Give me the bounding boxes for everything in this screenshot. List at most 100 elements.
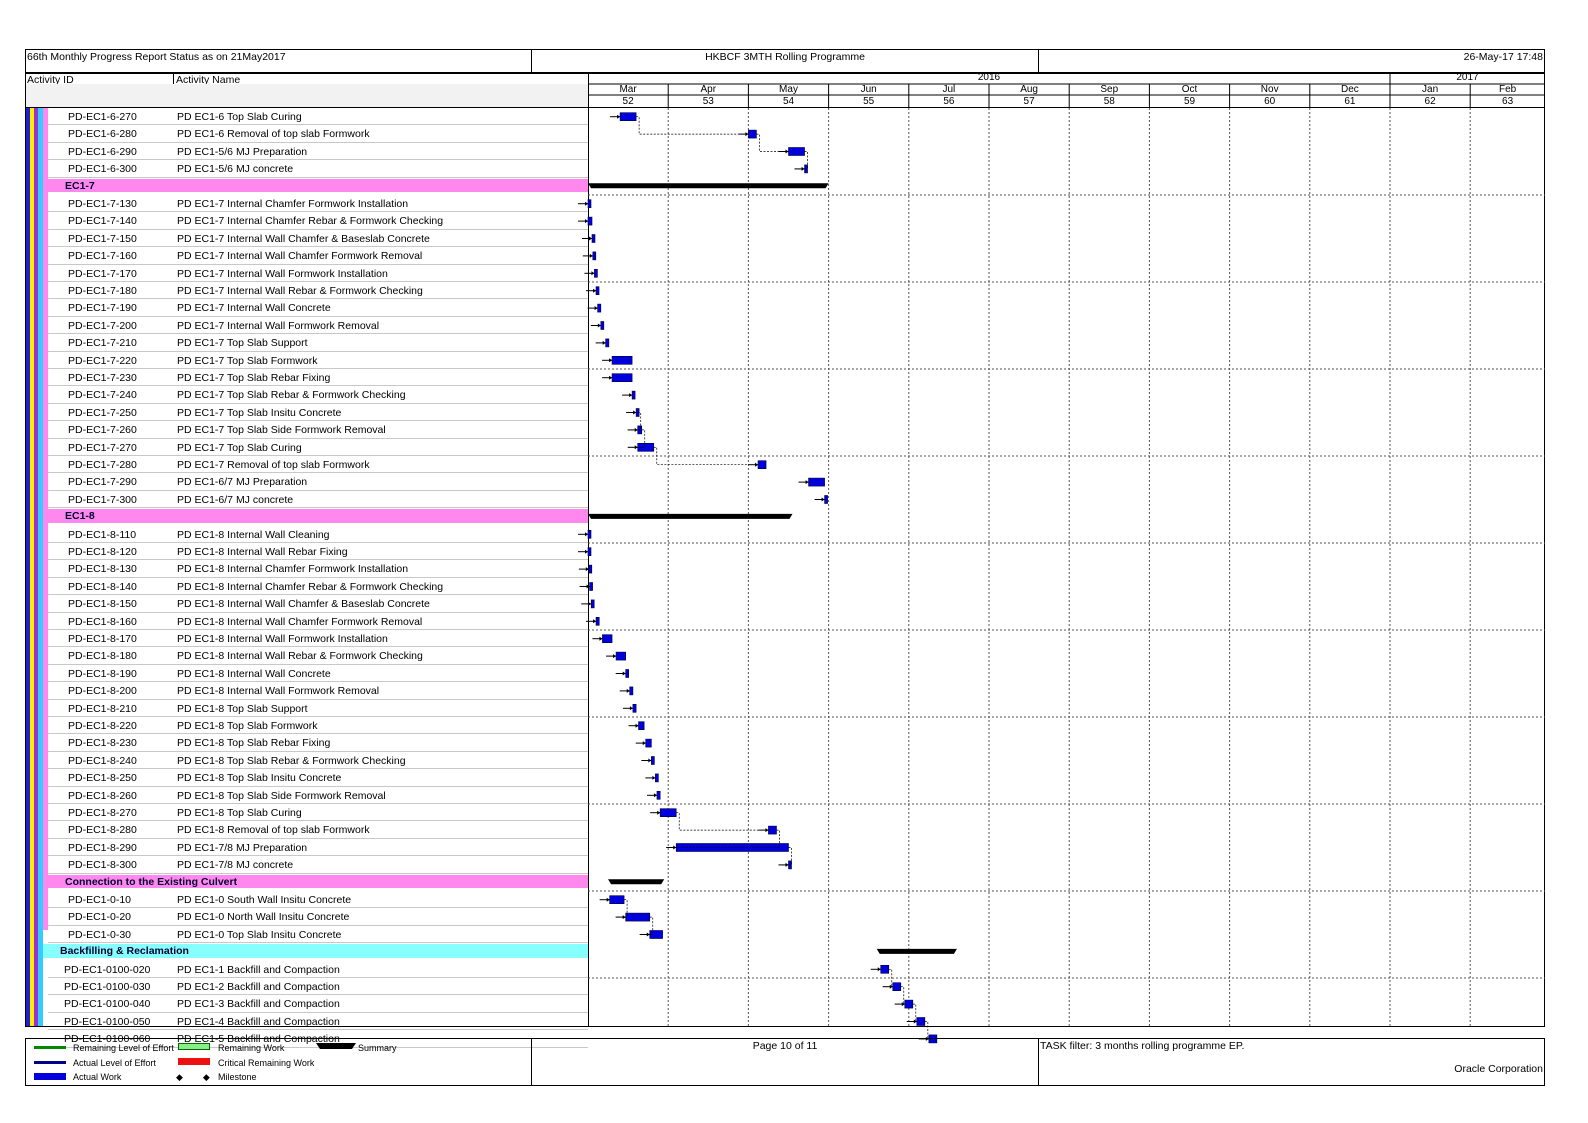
activity-name-cell[interactable]: PD EC1-0 South Wall Insitu Concrete xyxy=(177,894,352,906)
activity-id-cell[interactable]: PD-EC1-0-30 xyxy=(68,928,132,941)
activity-id-cell[interactable]: PD-EC1-8-140 xyxy=(68,580,137,593)
activity-id-cell[interactable]: PD-EC1-0-20 xyxy=(68,911,132,924)
activity-name-cell[interactable]: PD EC1-7/8 MJ concrete xyxy=(177,859,294,872)
activity-name-cell[interactable]: PD EC1-8 Internal Wall Chamfer & Basesla… xyxy=(177,598,430,611)
activity-id-cell[interactable]: PD-EC1-0100-020 xyxy=(64,963,151,976)
activity-name-cell[interactable]: PD EC1-2 Backfill and Compaction xyxy=(177,981,340,993)
activity-id-cell[interactable]: PD-EC1-7-140 xyxy=(68,215,137,228)
activity-id-cell[interactable]: PD-EC1-8-280 xyxy=(68,824,137,837)
activity-name-cell[interactable]: PD EC1-7 Internal Wall Chamfer Formwork … xyxy=(177,250,423,263)
activity-id-cell[interactable]: PD-EC1-7-190 xyxy=(68,302,137,315)
group-band[interactable] xyxy=(48,509,588,523)
activity-name-cell[interactable]: PD EC1-6 Top Slab Curing xyxy=(177,111,302,123)
activity-name-cell[interactable]: PD EC1-5/6 MJ Preparation xyxy=(177,145,308,158)
activity-id-cell[interactable]: PD-EC1-8-160 xyxy=(68,615,137,628)
activity-name-cell[interactable]: PD EC1-7 Top Slab Insitu Concrete xyxy=(177,406,342,419)
activity-id-cell[interactable]: PD-EC1-6-280 xyxy=(68,128,137,141)
activity-name-cell[interactable]: PD EC1-7 Top Slab Rebar & Formwork Check… xyxy=(177,389,406,402)
activity-name-cell[interactable]: PD EC1-7 Internal Chamfer Rebar & Formwo… xyxy=(177,215,444,228)
activity-id-cell[interactable]: PD-EC1-8-190 xyxy=(68,667,137,680)
activity-id-cell[interactable]: PD-EC1-0100-060 xyxy=(64,1033,151,1046)
activity-name-cell[interactable]: PD EC1-3 Backfill and Compaction xyxy=(177,998,340,1011)
activity-name-cell[interactable]: PD EC1-8 Top Slab Curing xyxy=(177,807,302,819)
activity-name-cell[interactable]: PD EC1-8 Removal of top slab Formwork xyxy=(177,824,370,837)
activity-name-cell[interactable]: PD EC1-7 Internal Wall Rebar & Formwork … xyxy=(177,285,423,297)
activity-name-cell[interactable]: PD EC1-7 Removal of top slab Formwork xyxy=(177,459,370,471)
activity-id-cell[interactable]: PD-EC1-7-230 xyxy=(68,372,137,384)
activity-name-cell[interactable]: PD EC1-7/8 MJ Preparation xyxy=(177,841,308,854)
activity-name-cell[interactable]: PD EC1-8 Top Slab Rebar & Formwork Check… xyxy=(177,754,406,767)
activity-name-cell[interactable]: PD EC1-7 Internal Wall Chamfer & Basesla… xyxy=(177,232,430,245)
activity-id-cell[interactable]: PD-EC1-8-110 xyxy=(68,528,137,541)
activity-id-cell[interactable]: PD-EC1-7-240 xyxy=(68,389,137,402)
activity-id-cell[interactable]: PD-EC1-8-250 xyxy=(68,772,137,785)
activity-id-cell[interactable]: PD-EC1-8-210 xyxy=(68,702,137,715)
activity-id-cell[interactable]: PD-EC1-7-250 xyxy=(68,406,137,419)
activity-name-cell[interactable]: PD EC1-7 Top Slab Rebar Fixing xyxy=(177,372,331,384)
activity-id-cell[interactable]: PD-EC1-7-210 xyxy=(68,337,137,350)
activity-id-cell[interactable]: PD-EC1-8-200 xyxy=(68,685,137,698)
activity-name-cell[interactable]: PD EC1-8 Internal Chamfer Rebar & Formwo… xyxy=(177,580,444,593)
activity-id-cell[interactable]: PD-EC1-0-10 xyxy=(68,894,132,906)
activity-name-cell[interactable]: PD EC1-8 Internal Wall Rebar Fixing xyxy=(177,546,348,558)
activity-id-cell[interactable]: PD-EC1-7-200 xyxy=(68,319,137,332)
activity-name-cell[interactable]: PD EC1-0 Top Slab Insitu Concrete xyxy=(177,928,342,941)
activity-id-cell[interactable]: PD-EC1-8-150 xyxy=(68,598,137,611)
activity-name-cell[interactable]: PD EC1-6/7 MJ Preparation xyxy=(177,476,308,489)
activity-name-cell[interactable]: PD EC1-8 Internal Wall Cleaning xyxy=(177,528,330,541)
activity-name-cell[interactable]: PD EC1-8 Top Slab Rebar Fixing xyxy=(177,737,331,750)
column-header-activity-name[interactable]: Activity Name xyxy=(176,74,241,86)
activity-name-cell[interactable]: PD EC1-0 North Wall Insitu Concrete xyxy=(177,911,350,924)
activity-name-cell[interactable]: PD EC1-8 Internal Wall Formwork Removal xyxy=(177,685,380,698)
activity-name-cell[interactable]: PD EC1-8 Internal Chamfer Formwork Insta… xyxy=(177,563,409,576)
activity-id-cell[interactable]: PD-EC1-8-230 xyxy=(68,737,137,750)
group-band[interactable] xyxy=(43,944,588,958)
activity-name-cell[interactable]: PD EC1-8 Internal Wall Rebar & Formwork … xyxy=(177,650,423,663)
group-band[interactable] xyxy=(48,874,588,888)
activity-id-cell[interactable]: PD-EC1-7-180 xyxy=(68,285,137,297)
activity-id-cell[interactable]: PD-EC1-8-220 xyxy=(68,720,137,732)
activity-name-cell[interactable]: PD EC1-8 Top Slab Formwork xyxy=(177,720,318,732)
activity-name-cell[interactable]: PD EC1-8 Internal Wall Concrete xyxy=(177,667,331,680)
activity-id-cell[interactable]: PD-EC1-0100-030 xyxy=(64,981,151,993)
activity-id-cell[interactable]: PD-EC1-7-150 xyxy=(68,232,137,245)
activity-name-cell[interactable]: PD EC1-7 Internal Wall Formwork Removal xyxy=(177,319,380,332)
activity-id-cell[interactable]: PD-EC1-6-290 xyxy=(68,145,137,158)
activity-id-cell[interactable]: PD-EC1-7-270 xyxy=(68,441,137,454)
activity-id-cell[interactable]: PD-EC1-6-300 xyxy=(68,163,137,176)
activity-name-cell[interactable]: PD EC1-5 Backfill and Compaction xyxy=(177,1033,340,1046)
activity-name-cell[interactable]: PD EC1-8 Top Slab Insitu Concrete xyxy=(177,772,342,785)
activity-id-cell[interactable]: PD-EC1-0100-050 xyxy=(64,1015,151,1028)
activity-id-cell[interactable]: PD-EC1-7-300 xyxy=(68,493,137,506)
group-band[interactable] xyxy=(48,178,588,192)
activity-id-cell[interactable]: PD-EC1-7-220 xyxy=(68,354,137,367)
activity-id-cell[interactable]: PD-EC1-8-290 xyxy=(68,841,137,854)
activity-id-cell[interactable]: PD-EC1-7-260 xyxy=(68,424,137,437)
activity-name-cell[interactable]: PD EC1-7 Internal Chamfer Formwork Insta… xyxy=(177,198,409,210)
activity-id-cell[interactable]: PD-EC1-7-280 xyxy=(68,459,137,471)
activity-name-cell[interactable]: PD EC1-7 Top Slab Support xyxy=(177,337,308,350)
activity-name-cell[interactable]: PD EC1-7 Top Slab Curing xyxy=(177,441,302,454)
activity-id-cell[interactable]: PD-EC1-8-180 xyxy=(68,650,137,663)
activity-name-cell[interactable]: PD EC1-5/6 MJ concrete xyxy=(177,163,294,176)
activity-name-cell[interactable]: PD EC1-7 Top Slab Formwork xyxy=(177,354,318,367)
activity-name-cell[interactable]: PD EC1-6/7 MJ concrete xyxy=(177,493,294,506)
activity-id-cell[interactable]: PD-EC1-7-130 xyxy=(68,198,137,210)
activity-id-cell[interactable]: PD-EC1-7-170 xyxy=(68,267,137,280)
activity-id-cell[interactable]: PD-EC1-7-160 xyxy=(68,250,137,263)
activity-name-cell[interactable]: PD EC1-6 Removal of top slab Formwork xyxy=(177,128,370,141)
activity-id-cell[interactable]: PD-EC1-8-260 xyxy=(68,789,137,802)
activity-name-cell[interactable]: PD EC1-8 Internal Wall Chamfer Formwork … xyxy=(177,615,423,628)
activity-id-cell[interactable]: PD-EC1-8-240 xyxy=(68,754,137,767)
activity-name-cell[interactable]: PD EC1-7 Internal Wall Formwork Installa… xyxy=(177,267,388,280)
activity-name-cell[interactable]: PD EC1-8 Top Slab Side Formwork Removal xyxy=(177,789,386,802)
activity-id-cell[interactable]: PD-EC1-6-270 xyxy=(68,111,137,123)
activity-id-cell[interactable]: PD-EC1-8-120 xyxy=(68,546,137,558)
activity-id-cell[interactable]: PD-EC1-8-270 xyxy=(68,807,137,819)
activity-id-cell[interactable]: PD-EC1-8-300 xyxy=(68,859,137,872)
activity-name-cell[interactable]: PD EC1-8 Internal Wall Formwork Installa… xyxy=(177,633,388,645)
activity-id-cell[interactable]: PD-EC1-8-130 xyxy=(68,563,137,576)
activity-id-cell[interactable]: PD-EC1-8-170 xyxy=(68,633,137,645)
activity-name-cell[interactable]: PD EC1-1 Backfill and Compaction xyxy=(177,963,340,976)
activity-name-cell[interactable]: PD EC1-8 Top Slab Support xyxy=(177,702,308,715)
